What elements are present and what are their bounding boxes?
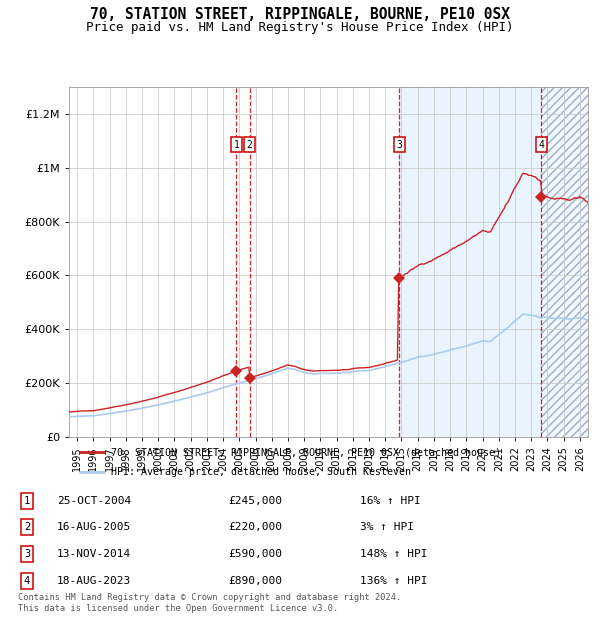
Text: £245,000: £245,000 (228, 495, 282, 506)
Text: 2: 2 (24, 522, 30, 533)
Bar (541, 87, 588, 437)
Text: 70, STATION STREET, RIPPINGALE, BOURNE, PE10 0SX: 70, STATION STREET, RIPPINGALE, BOURNE, … (90, 7, 510, 22)
Text: £220,000: £220,000 (228, 522, 282, 533)
Bar (541, 87, 588, 437)
Text: 16% ↑ HPI: 16% ↑ HPI (360, 495, 421, 506)
Text: 13-NOV-2014: 13-NOV-2014 (57, 549, 131, 559)
Text: 70, STATION STREET, RIPPINGALE, BOURNE, PE10 0SX (detached house): 70, STATION STREET, RIPPINGALE, BOURNE, … (110, 448, 500, 458)
Bar (400, 87, 541, 437)
Text: 25-OCT-2004: 25-OCT-2004 (57, 495, 131, 506)
Text: 4: 4 (24, 575, 30, 586)
Text: 1: 1 (233, 140, 239, 149)
Text: 136% ↑ HPI: 136% ↑ HPI (360, 575, 427, 586)
Text: 148% ↑ HPI: 148% ↑ HPI (360, 549, 427, 559)
Text: HPI: Average price, detached house, South Kesteven: HPI: Average price, detached house, Sout… (110, 467, 410, 477)
Text: 3: 3 (24, 549, 30, 559)
Text: £590,000: £590,000 (228, 549, 282, 559)
Text: 4: 4 (539, 140, 544, 149)
Text: £890,000: £890,000 (228, 575, 282, 586)
Text: 18-AUG-2023: 18-AUG-2023 (57, 575, 131, 586)
Text: Price paid vs. HM Land Registry's House Price Index (HPI): Price paid vs. HM Land Registry's House … (86, 21, 514, 34)
Text: 3: 3 (397, 140, 403, 149)
Text: 1: 1 (24, 495, 30, 506)
Text: 2: 2 (247, 140, 253, 149)
Text: 3% ↑ HPI: 3% ↑ HPI (360, 522, 414, 533)
Text: 16-AUG-2005: 16-AUG-2005 (57, 522, 131, 533)
Text: Contains HM Land Registry data © Crown copyright and database right 2024.
This d: Contains HM Land Registry data © Crown c… (18, 593, 401, 613)
